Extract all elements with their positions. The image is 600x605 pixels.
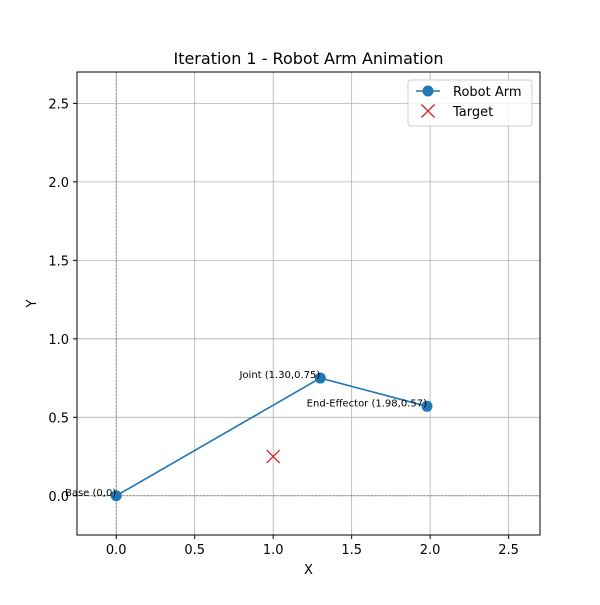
plot-frame xyxy=(76,71,541,536)
x-tick-label: 0.5 xyxy=(184,543,205,558)
target-marker-stroke xyxy=(266,449,281,464)
ticks-layer: 0.0 0.5 1.0 1.5 2.0 2.5 0.0 0.5 1.0 1.5 2.0 2.5 xyxy=(48,97,519,558)
x-axis-label: X xyxy=(304,563,313,578)
series-layer xyxy=(110,372,433,502)
robot-arm-point xyxy=(110,490,122,502)
point-annotation: End-Effector (1.98,0.57) xyxy=(307,398,427,409)
legend-robot-arm-marker xyxy=(422,85,434,97)
point-annotation: Joint (1.30,0.75) xyxy=(238,370,320,381)
legend: Robot Arm Target xyxy=(407,79,533,127)
x-tick-label: 1.5 xyxy=(341,543,362,558)
robot-arm-point xyxy=(421,400,433,412)
legend-target-marker xyxy=(421,104,435,118)
y-tick-label: 1.5 xyxy=(48,254,69,269)
robot-arm-point xyxy=(314,372,326,384)
annotation-layer: Base (0,0) Joint (1.30,0.75) End-Effector … xyxy=(65,370,427,499)
y-tick-label: 0.0 xyxy=(48,490,69,505)
y-tick-label: 2.0 xyxy=(48,176,69,191)
x-tick-label: 1.0 xyxy=(263,543,284,558)
grid-layer xyxy=(77,72,540,535)
chart-title: Iteration 1 - Robot Arm Animation xyxy=(173,49,443,68)
legend-label: Target xyxy=(452,105,493,120)
y-axis-label: Y xyxy=(25,299,40,308)
y-tick-label: 1.0 xyxy=(48,333,69,348)
legend-label: Robot Arm xyxy=(453,85,522,100)
x-tick-label: 0.0 xyxy=(106,543,127,558)
y-tick-label: 2.5 xyxy=(48,97,69,112)
x-tick-label: 2.5 xyxy=(498,543,519,558)
y-tick-label: 0.5 xyxy=(48,411,69,426)
target-marker xyxy=(266,449,281,464)
x-tick-label: 2.0 xyxy=(420,543,441,558)
point-annotation: Base (0,0) xyxy=(65,488,116,499)
reference-lines xyxy=(77,72,540,535)
